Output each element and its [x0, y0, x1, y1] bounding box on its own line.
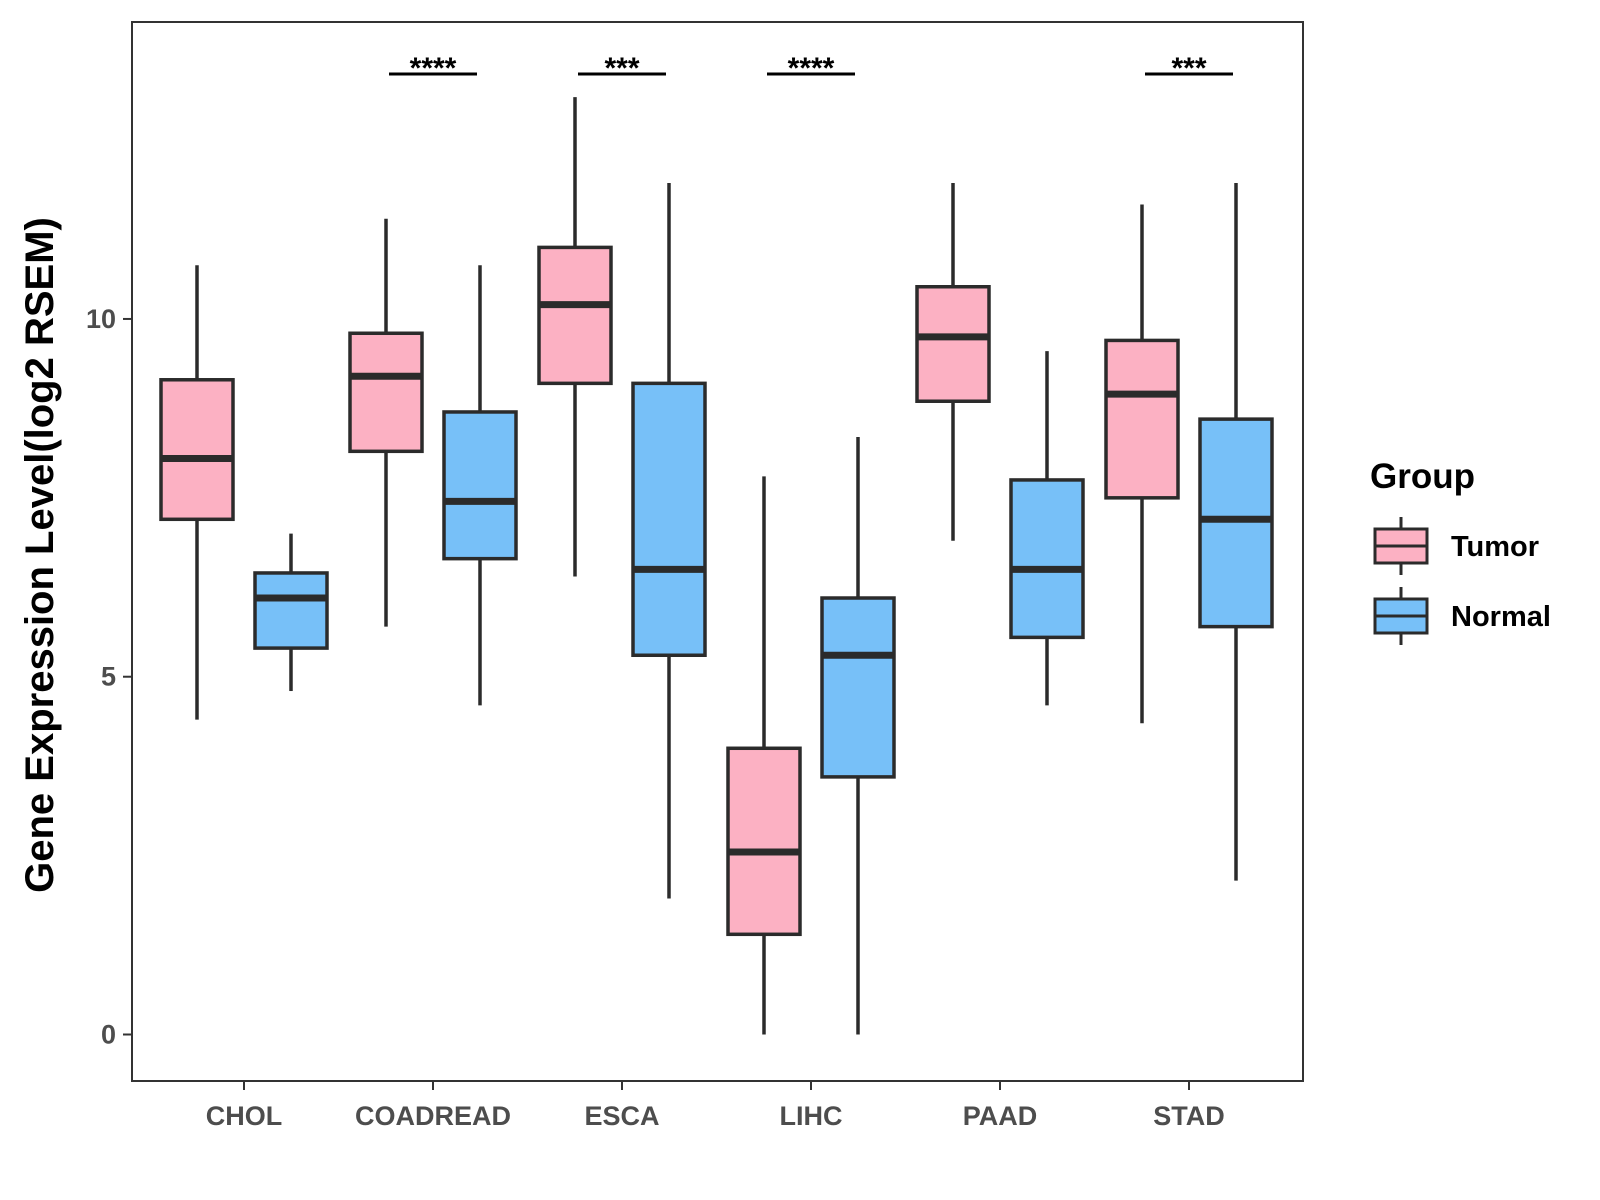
box-tumor-esca: [537, 97, 613, 577]
y-tick-label: 0: [101, 1019, 116, 1049]
box-tumor-coadread: [348, 218, 424, 627]
x-tick-label: LIHC: [780, 1101, 843, 1131]
y-tick-label: 5: [101, 662, 116, 692]
axes: 0 5 10 CHOL COADREAD ESCA LIHC PAAD STAD: [86, 21, 1304, 1131]
box-iqr: [915, 285, 991, 403]
box-tumor-paad: [915, 182, 991, 541]
legend: Group Tumor Normal: [1370, 457, 1551, 645]
plot-area: **** *** **** ***: [159, 52, 1274, 1035]
box-iqr: [253, 571, 329, 650]
significance-label: ***: [604, 52, 639, 85]
box-tumor-lihc: [726, 476, 802, 1035]
x-tick-label: PAAD: [963, 1101, 1038, 1131]
box-normal-coadread: [442, 265, 518, 706]
x-tick-label: ESCA: [584, 1101, 659, 1131]
box-iqr: [1009, 478, 1085, 640]
y-axis-title: Gene Expression Level(log2 RSEM): [18, 217, 62, 893]
x-tick-label: STAD: [1153, 1101, 1225, 1131]
box-tumor-chol: [159, 265, 235, 720]
legend-label: Tumor: [1451, 531, 1539, 563]
box-iqr: [820, 596, 896, 779]
x-tick-label: COADREAD: [355, 1101, 511, 1131]
box-normal-chol: [253, 533, 329, 692]
box-iqr: [159, 378, 235, 522]
box-normal-esca: [631, 182, 707, 899]
x-tick-label: CHOL: [206, 1101, 283, 1131]
box-normal-lihc: [820, 437, 896, 1035]
box-iqr: [1198, 417, 1274, 629]
box-iqr: [442, 410, 518, 561]
significance-label: ***: [1171, 52, 1206, 85]
box-tumor-stad: [1104, 204, 1180, 724]
legend-title: Group: [1370, 457, 1475, 496]
y-tick-label: 10: [86, 304, 116, 334]
significance-label: ****: [410, 52, 457, 85]
box-iqr: [631, 381, 707, 658]
significance-label: ****: [788, 52, 835, 85]
legend-item-normal: Normal: [1373, 587, 1551, 645]
box-normal-paad: [1009, 351, 1085, 706]
legend-label: Normal: [1451, 601, 1551, 633]
box-normal-stad: [1198, 182, 1274, 881]
box-iqr: [537, 245, 613, 386]
box-iqr: [348, 331, 424, 454]
legend-item-tumor: Tumor: [1373, 517, 1539, 575]
panel-border: [131, 21, 1304, 1082]
box-iqr: [1104, 338, 1180, 500]
box-iqr: [726, 746, 802, 937]
